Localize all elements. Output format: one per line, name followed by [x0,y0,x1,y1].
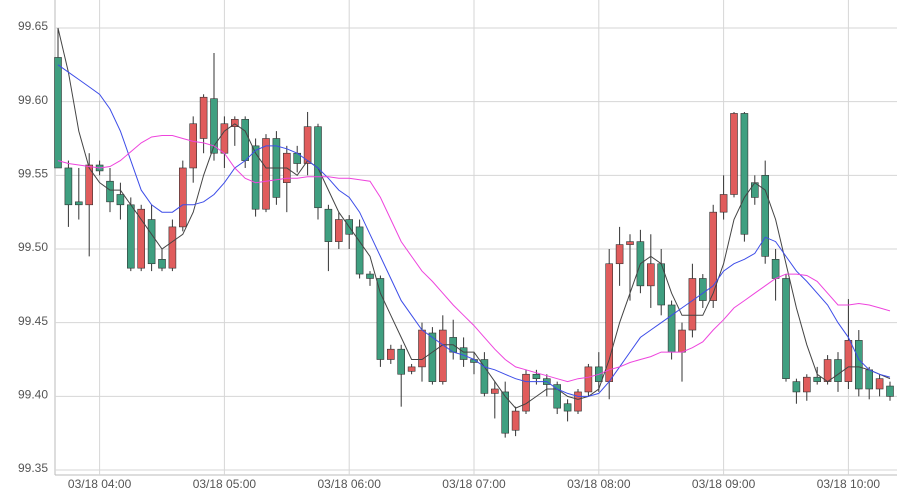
candle-body [854,340,863,390]
x-tick-label: 03/18 09:00 [692,477,756,491]
candle-body [210,98,218,154]
y-tick-label: 99.65 [18,19,48,33]
candle-body [428,332,437,382]
candle-body [418,329,426,368]
candle-body [844,340,853,382]
candle-body [127,204,135,269]
x-tick-label: 03/18 07:00 [442,477,506,491]
candle-body [85,164,93,206]
candle-body [147,219,156,265]
candle-body [626,241,634,245]
moving-average-line [57,64,891,397]
candle-body [792,381,801,393]
candle-body [730,113,738,195]
y-tick-label: 99.45 [18,314,48,328]
candle-body [376,278,385,360]
candle-body [615,244,624,265]
candle-body [823,359,832,382]
candle-body [386,348,395,360]
candle-body [553,384,562,409]
candle-body [106,180,114,203]
candle-body [574,391,582,412]
candle-body [355,226,364,275]
candle-body [667,304,676,353]
candle-body [334,219,343,242]
candle-body [532,373,541,379]
candle-body [199,96,208,139]
candle-body [459,347,468,360]
candle-body [802,376,811,393]
candle-body [563,403,572,412]
candle-body [324,208,333,242]
moving-average-line [57,27,891,409]
candle-body [480,359,489,394]
y-tick-label: 99.50 [18,240,48,254]
candle-body [231,119,239,127]
candle-body [761,175,770,257]
candle-body [137,208,145,269]
candle-body [251,145,260,210]
candle-body [189,123,197,169]
candle-body [584,366,593,393]
candle-body [64,167,73,206]
candle-body [262,138,270,210]
y-tick-label: 99.35 [18,461,48,475]
candle-body [834,359,842,382]
candle-body [605,263,614,382]
x-tick-label: 03/18 06:00 [317,477,381,491]
candle-body [54,57,62,169]
candle-body [886,385,894,397]
y-tick-label: 99.55 [18,166,48,180]
candle-body [740,113,749,235]
candle-body [688,278,697,331]
candle-body [314,126,322,209]
candle-body [407,366,416,372]
candle-body [709,211,718,301]
y-tick-label: 99.60 [18,93,48,107]
candle-body [813,376,822,382]
x-tick-label: 03/18 04:00 [68,477,132,491]
candle-body [698,278,707,301]
candle-body [220,123,229,154]
candle-body [179,167,187,228]
candle-body [366,273,374,279]
candle-body [522,373,530,412]
candle-body [397,348,406,375]
candle-body [241,119,249,161]
candle-body [678,329,686,353]
x-tick-label: 03/18 10:00 [817,477,881,491]
candle-body [771,259,780,279]
candle-body [438,329,447,382]
candle-body [303,126,312,164]
x-tick-label: 03/18 05:00 [193,477,257,491]
candle-body [511,410,520,431]
candle-body [116,194,125,206]
candle-body [865,369,874,390]
candle-body [168,226,177,269]
candle-body [875,378,884,390]
candle-body [782,278,790,379]
moving-average-line [57,135,891,383]
y-tick-label: 99.40 [18,388,48,402]
candle-body [646,263,655,287]
candle-body [158,259,166,269]
x-tick-label: 03/18 08:00 [567,477,631,491]
candle-body [75,201,83,206]
candle-body [490,388,499,394]
candle-body [501,391,510,434]
candle-body [719,194,728,213]
